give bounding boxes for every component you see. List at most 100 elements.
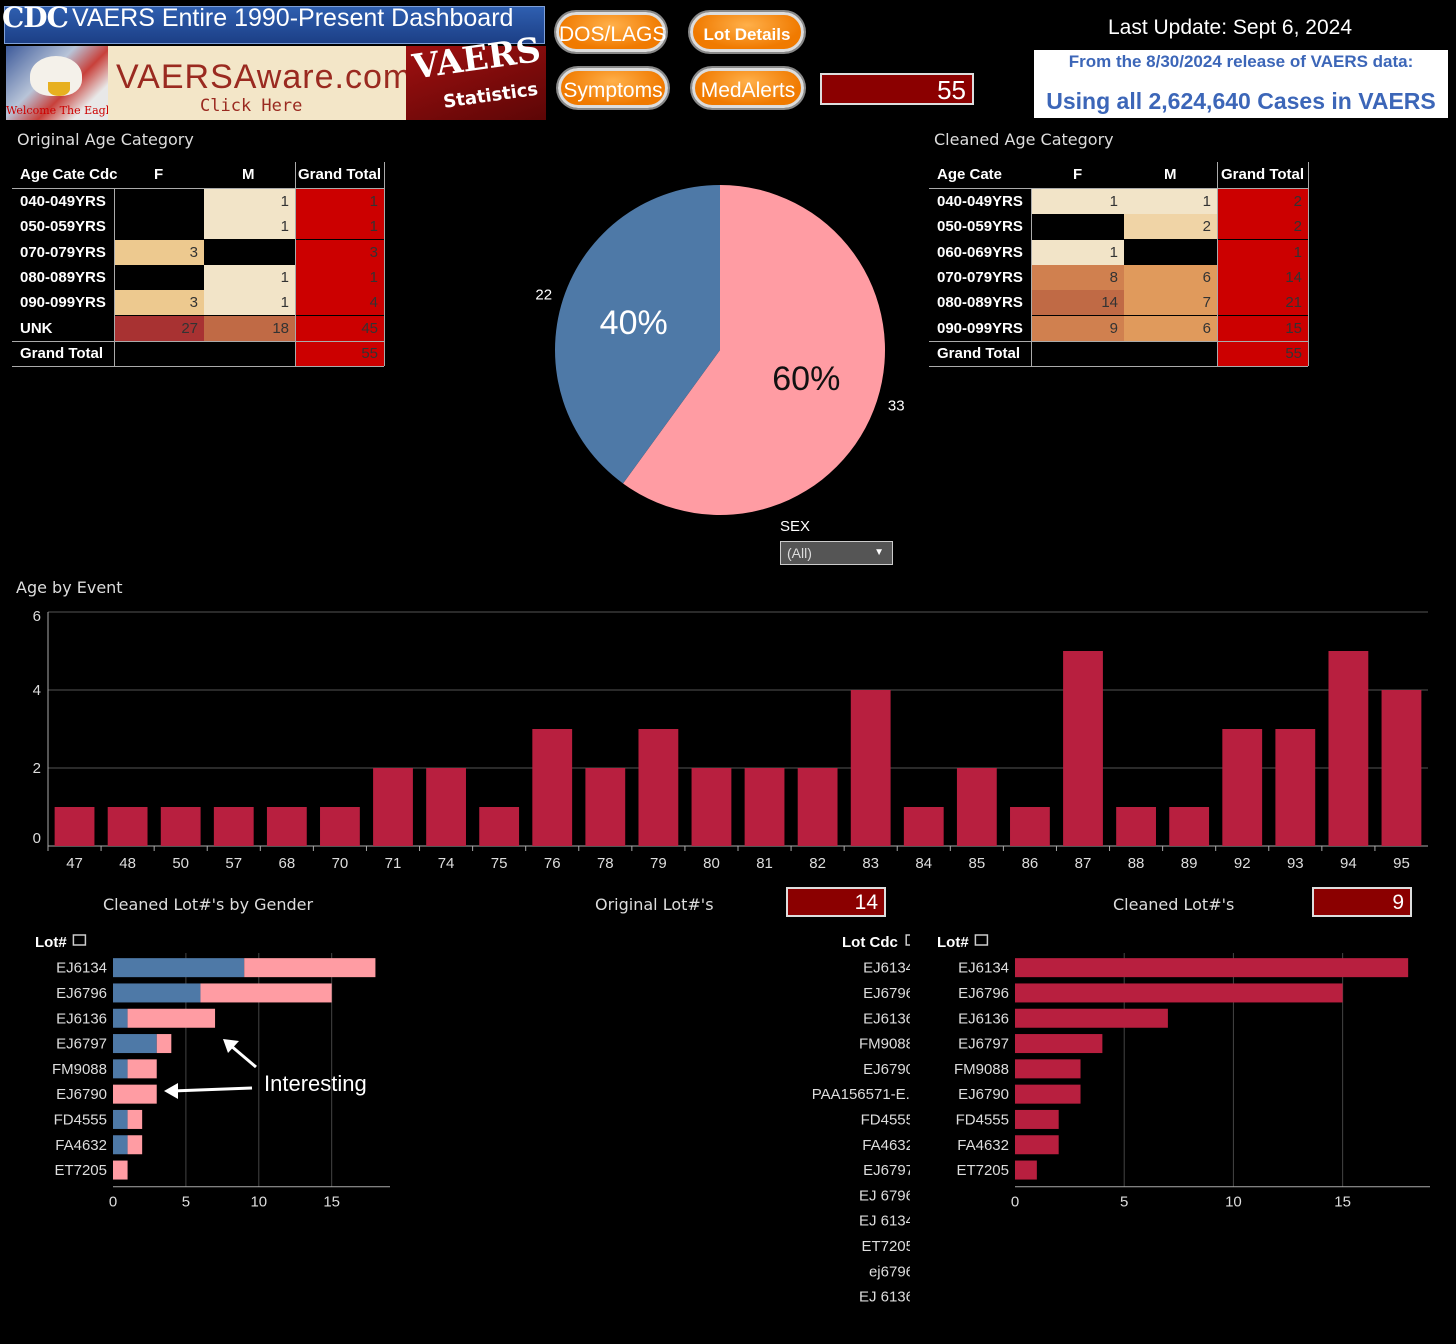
lot-bar-m xyxy=(113,958,245,978)
x-tick-label: 48 xyxy=(119,855,136,872)
cell-m: 1 xyxy=(204,189,295,214)
lot-bar xyxy=(1015,983,1343,1003)
grand-total-label: Grand Total xyxy=(20,344,104,362)
cell-m xyxy=(1124,239,1217,265)
lot-axis-header: Lot# xyxy=(35,934,67,951)
total-col-divider xyxy=(1217,162,1218,366)
release-info-line1: From the 8/30/2024 release of VAERS data… xyxy=(1068,52,1414,71)
cell-f: 3 xyxy=(114,290,204,316)
lot-label: EJ6796 xyxy=(863,985,910,1002)
lot-bar-f xyxy=(244,958,376,978)
lot-bar-m xyxy=(113,1059,128,1079)
vaersaware-click-here[interactable]: Click Here xyxy=(200,96,303,116)
age-bar xyxy=(1381,690,1422,846)
x-tick-label: 76 xyxy=(544,855,561,872)
sex-filter-dropdown[interactable]: (All) ▼ xyxy=(780,541,893,565)
sex-filter-label: SEX xyxy=(780,518,811,535)
age-bar xyxy=(160,807,201,846)
cleaned-age-table: Age Cate F M Grand Total 040-049YRS 1 1 2 05… xyxy=(929,162,1309,368)
cell-m: 18 xyxy=(204,315,295,341)
grand-total-value: 55 xyxy=(295,340,384,366)
cell-m: 1 xyxy=(204,290,295,316)
vaers-statistics-logo[interactable] xyxy=(406,46,546,120)
lot-bar xyxy=(1015,1135,1059,1155)
row-label: 080-089YRS xyxy=(937,294,1023,312)
cell-m: 1 xyxy=(204,264,295,290)
chevron-down-icon[interactable]: ▼ xyxy=(874,547,884,558)
release-info-box xyxy=(1034,50,1448,118)
lot-label: EJ6136 xyxy=(958,1010,1009,1027)
dos-lags-button[interactable]: DOS/LAGS xyxy=(556,12,666,52)
col-header-f: F xyxy=(154,166,164,183)
age-bar xyxy=(479,807,520,846)
table-right-line xyxy=(1308,162,1309,366)
annotation-arrow-line xyxy=(171,1086,253,1093)
lot-bar xyxy=(1015,1059,1081,1079)
lot-label: FA4632 xyxy=(55,1137,107,1154)
age-bar xyxy=(107,807,148,846)
lot-axis-header: Lot Cdc xyxy=(842,934,898,951)
lot-label: FM9088 xyxy=(52,1061,107,1078)
age-bar xyxy=(585,768,626,846)
y-tick-label: 4 xyxy=(33,682,41,699)
age-bar xyxy=(1169,807,1210,846)
col-header-m: M xyxy=(1164,166,1177,183)
lot-label: FD4555 xyxy=(956,1111,1009,1128)
lot-details-button[interactable]: Lot Details xyxy=(690,12,804,52)
eagle-beak-icon xyxy=(48,82,70,96)
lot-label: EJ6790 xyxy=(863,1061,910,1078)
lot-bar-f xyxy=(156,1034,172,1054)
original-lot-title: Original Lot#'s xyxy=(595,895,714,914)
release-info-line2: Using all 2,624,640 Cases in VAERS xyxy=(1046,88,1436,114)
grand-total-divider xyxy=(12,340,384,342)
row-label: 070-079YRS xyxy=(20,243,106,261)
x-tick-label: 84 xyxy=(915,855,932,872)
medalerts-button[interactable]: MedAlerts xyxy=(692,68,804,108)
x-tick-label: 87 xyxy=(1075,855,1092,872)
cell-m: 2 xyxy=(1124,214,1217,240)
grand-total-label: Grand Total xyxy=(937,344,1021,362)
annotation-arrowhead xyxy=(164,1083,178,1099)
col-header-age: Age Cate xyxy=(937,166,1003,183)
lot-label: EJ6134 xyxy=(56,960,107,977)
lot-label: ET7205 xyxy=(861,1238,910,1255)
x-tick-label: 79 xyxy=(650,855,667,872)
x-tick-label: 5 xyxy=(182,1194,190,1211)
lot-bar-m xyxy=(113,983,201,1003)
sort-icon xyxy=(72,934,87,946)
x-tick-label: 5 xyxy=(1120,1194,1128,1211)
cell-total: 45 xyxy=(295,315,384,341)
vaersaware-link-text[interactable]: VAERSAware.com xyxy=(116,58,413,96)
lot-label: EJ6797 xyxy=(958,1036,1009,1053)
cell-total: 1 xyxy=(295,214,384,240)
symptoms-button[interactable]: Symptoms xyxy=(558,68,668,108)
cell-total: 1 xyxy=(295,189,384,214)
annotation-arrow-line xyxy=(229,1043,257,1069)
sex-pie-chart[interactable]: 60% 33 40% 22 xyxy=(520,160,920,530)
lot-bar xyxy=(1015,958,1409,978)
age-bar xyxy=(426,768,466,846)
lot-label: EJ6796 xyxy=(958,985,1009,1002)
cell-f: 14 xyxy=(1031,290,1124,316)
grand-total-divider xyxy=(929,340,1308,342)
lot-label: EJ 6134 xyxy=(859,1213,910,1230)
x-tick-label: 81 xyxy=(756,855,773,872)
cell-total: 15 xyxy=(1217,315,1308,341)
vaersaware-link-banner[interactable] xyxy=(108,46,406,120)
header-divider xyxy=(929,188,1308,189)
original-lot-chart[interactable]: Lot Cdc051015EJ6134EJ6796EJ6136FM9088EJ6… xyxy=(400,925,910,1344)
cell-f xyxy=(1031,214,1124,240)
cleaned-lot-by-gender-chart[interactable]: Lot# 0 5 10 15 EJ6134 EJ6796 EJ6136 EJ6797 FM9088… xyxy=(0,925,400,1225)
cell-f xyxy=(114,214,204,240)
lot-label: FD4555 xyxy=(861,1111,910,1128)
col-header-total: Grand Total xyxy=(298,166,382,183)
original-age-table: Age Cate Cdc F M Grand Total 040-049YRS 1… xyxy=(12,162,385,368)
pie-count-label: 33 xyxy=(888,397,905,414)
pie-percent-label: 60% xyxy=(772,360,840,398)
y-tick-label: 6 xyxy=(33,608,41,625)
cleaned-lot-chart[interactable]: Lot# 0 5 10 15 EJ6134 EJ6796 EJ6136 EJ6797 FM9088… xyxy=(920,925,1430,1225)
row-label: 040-049YRS xyxy=(937,193,1023,210)
cell-f: 1 xyxy=(1031,239,1124,265)
dashboard-title: VAERS Entire 1990-Present Dashboard xyxy=(72,4,514,32)
